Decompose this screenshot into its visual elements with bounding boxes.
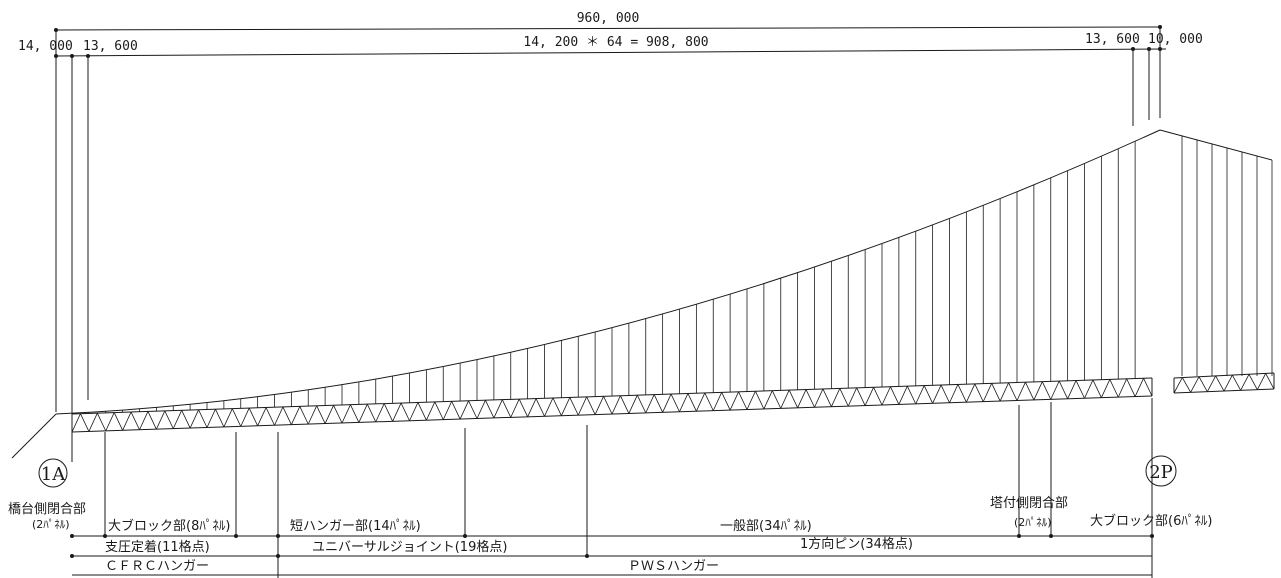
segment-dividers (70, 398, 1154, 578)
label-pws-hanger: ＰＷＳハンガー (628, 559, 719, 574)
label-cfrc-hanger: ＣＦＲＣハンガー (105, 559, 209, 574)
node-label-1a: 1A (41, 464, 66, 485)
dim-end-left: 14, 000 (18, 39, 73, 54)
label-big-block-left: 大ブロック部(8ﾊﾟﾈﾙ) (108, 518, 230, 534)
dim-panel-right: 13, 600 (1085, 32, 1140, 47)
stiffening-truss (71, 372, 1275, 433)
label-abutment-closure-panels: (2ﾊﾟﾈﾙ) (32, 518, 70, 531)
approach-line (11, 413, 57, 459)
node-label-2p: 2P (1149, 462, 1173, 483)
dim-panel-left: 13, 600 (83, 39, 138, 54)
label-fixed-bearing: 支圧定着(11格点) (105, 539, 210, 555)
node-marker-2p: 2P (1145, 455, 1177, 487)
hanger-array (88, 135, 1273, 414)
dim-end-right: 10, 000 (1148, 32, 1203, 47)
dimension-lines (54, 25, 1167, 462)
dim-main: 14, 200 ＊ 64 = 908, 800 (523, 35, 708, 50)
node-marker-1a: 1A (38, 458, 68, 488)
label-one-way-pin: 1方向ピン(34格点) (800, 536, 913, 552)
dim-total: 960, 000 (577, 11, 640, 26)
label-tower-closure: 塔付側閉合部 (990, 496, 1068, 511)
label-general: 一般部(34ﾊﾟﾈﾙ) (720, 518, 812, 534)
label-short-hanger: 短ハンガー部(14ﾊﾟﾈﾙ) (290, 519, 421, 534)
label-universal-joint: ユニバーサルジョイント(19格点) (312, 539, 507, 555)
main-cable (55, 129, 1273, 415)
label-abutment-closure: 橋台側閉合部 (8, 502, 86, 517)
label-big-block-right: 大ブロック部(6ﾊﾟﾈﾙ) (1090, 513, 1212, 529)
label-tower-closure-panels: (2ﾊﾟﾈﾙ) (1014, 516, 1052, 529)
